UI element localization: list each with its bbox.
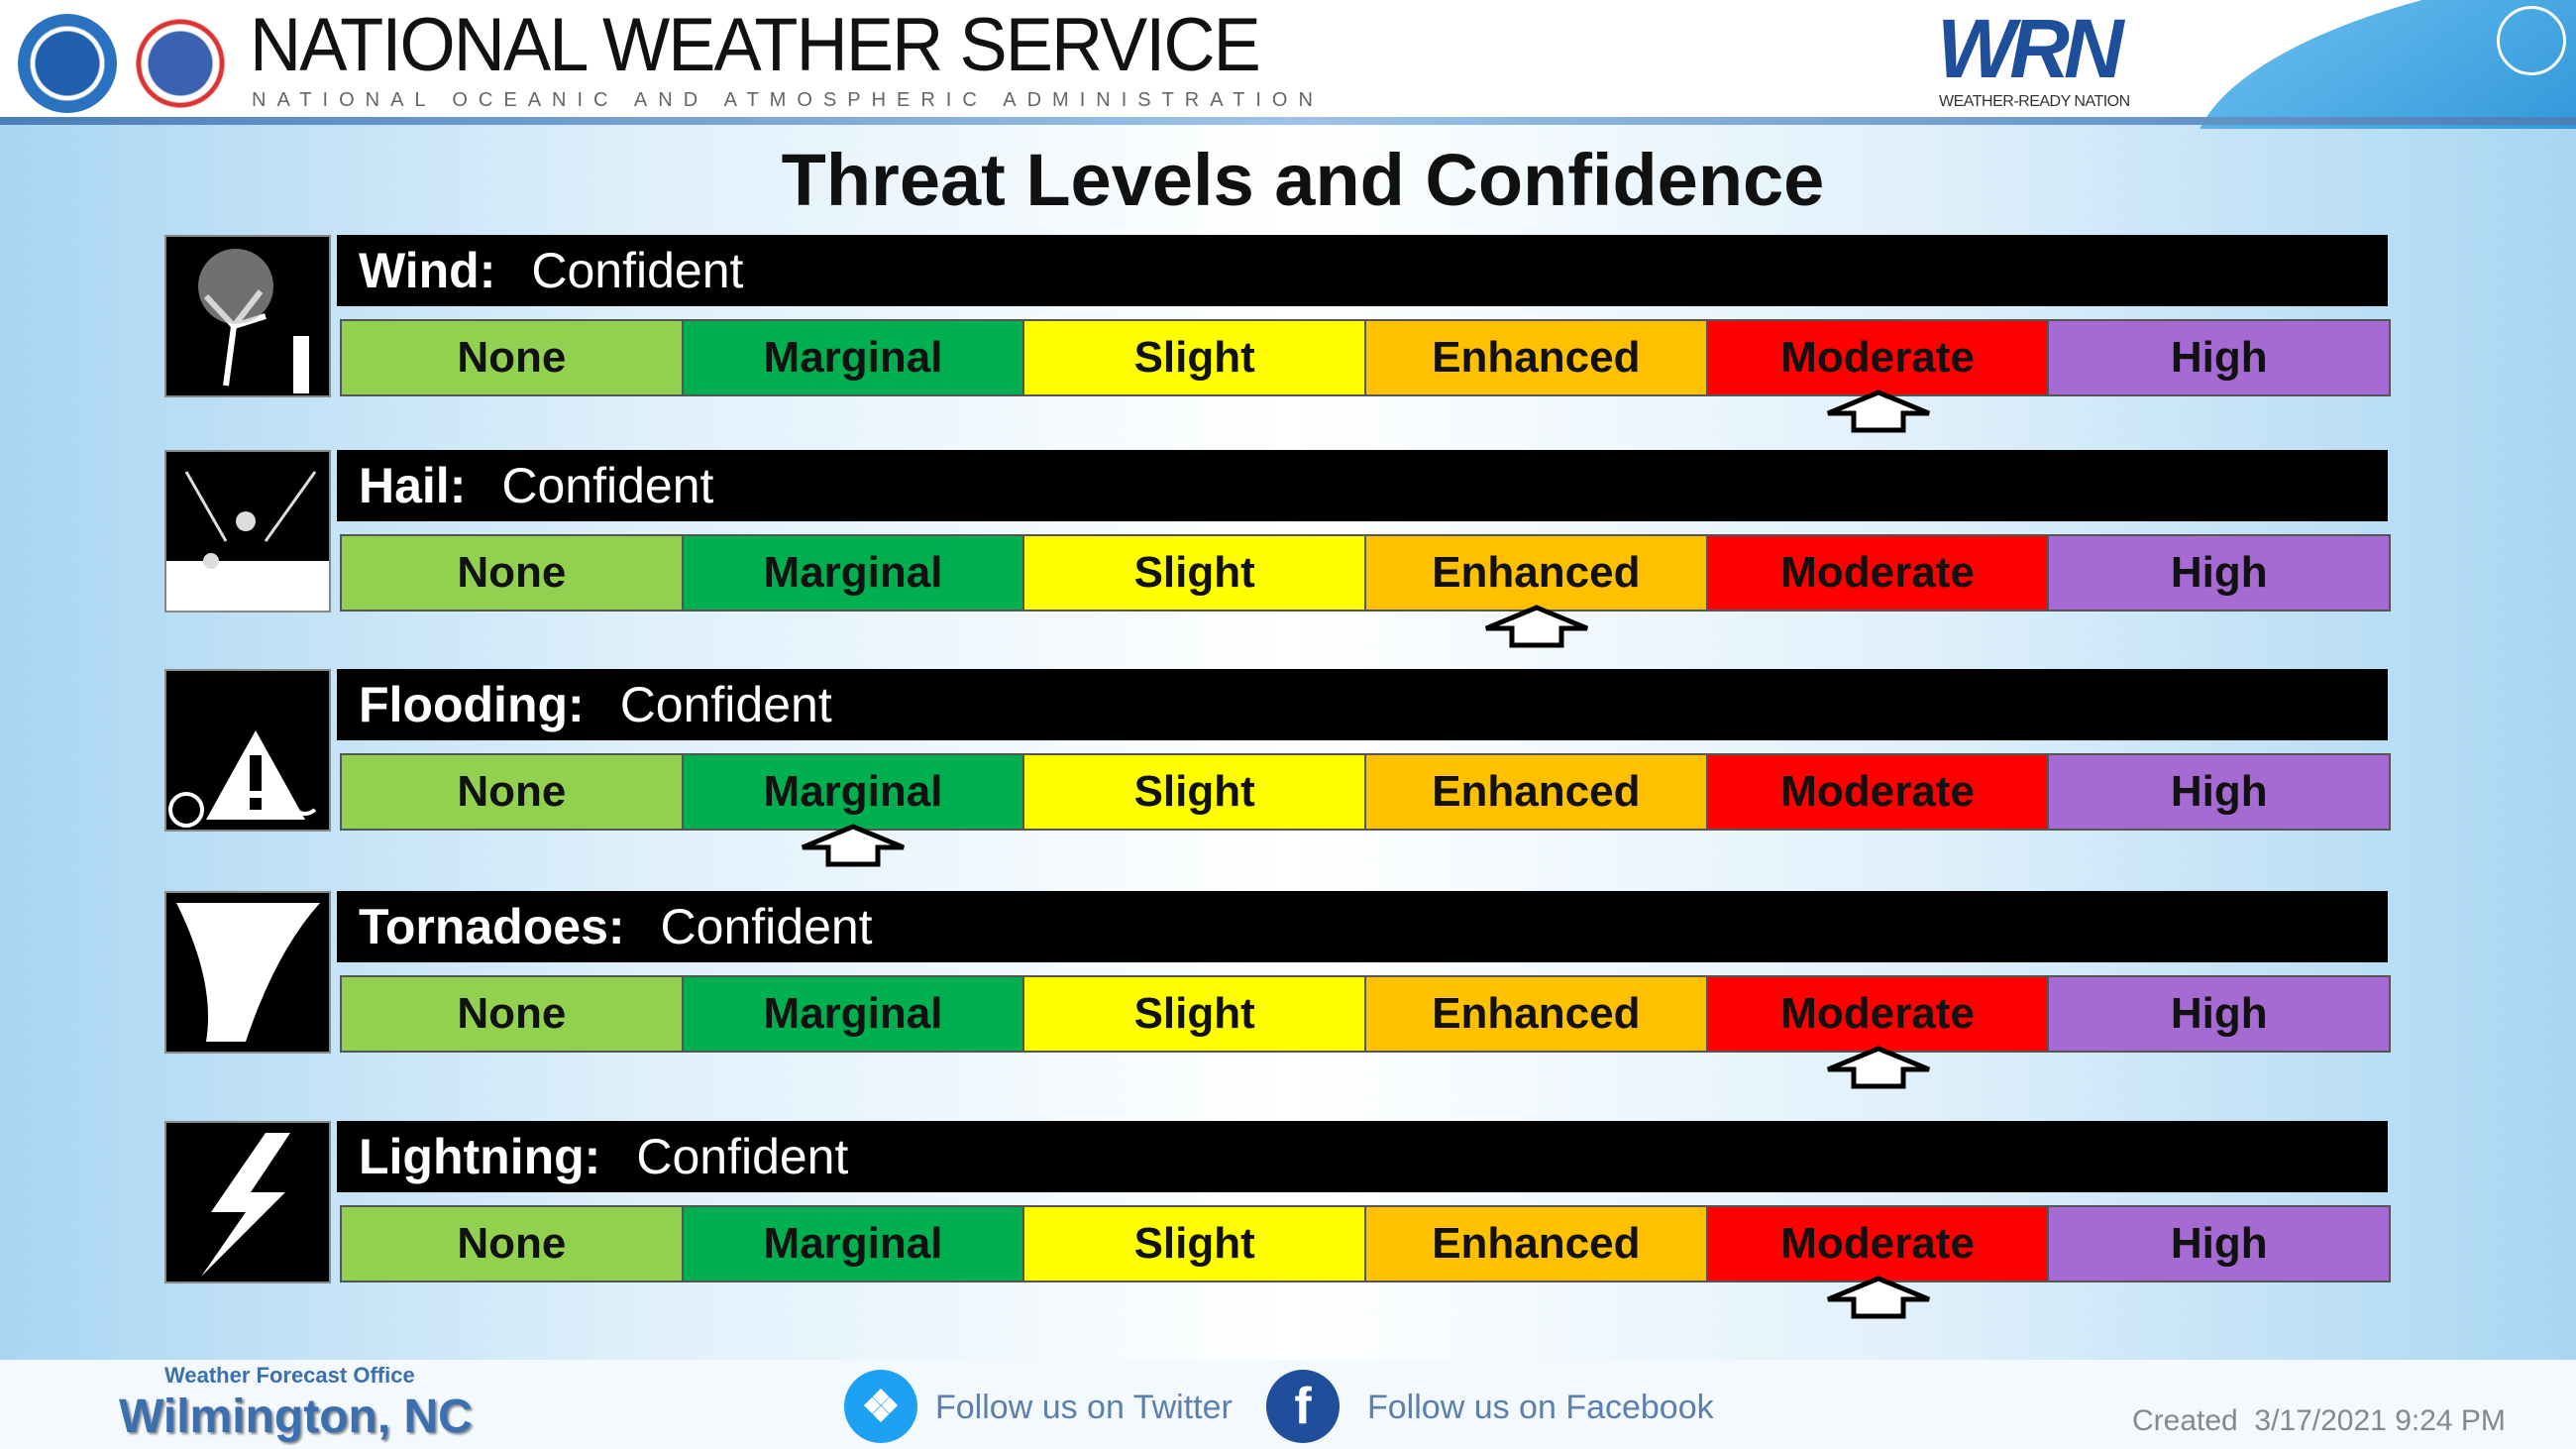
level-none: None	[342, 321, 684, 394]
level-moderate: Moderate	[1707, 1207, 2050, 1281]
level-none: None	[342, 755, 684, 829]
office-label: Weather Forecast Office	[164, 1363, 415, 1388]
threat-scale: None Marginal Slight Enhanced Moderate High	[340, 975, 2391, 1053]
level-indicator-arrow-icon	[801, 824, 905, 867]
facebook-link[interactable]: Follow us on Facebook	[1367, 1389, 1714, 1426]
threat-scale: None Marginal Slight Enhanced Moderate High	[340, 753, 2391, 831]
threat-scale: None Marginal Slight Enhanced Moderate High	[340, 534, 2391, 612]
level-high: High	[2049, 321, 2390, 394]
level-slight: Slight	[1024, 977, 1367, 1051]
footer: Weather Forecast Office Wilmington, NC ❖…	[0, 1360, 2576, 1449]
level-enhanced: Enhanced	[1366, 1207, 1708, 1281]
level-slight: Slight	[1024, 755, 1367, 829]
lightning-icon	[164, 1121, 331, 1283]
level-slight: Slight	[1024, 321, 1367, 394]
threat-scale: None Marginal Slight Enhanced Moderate High	[340, 319, 2391, 396]
facebook-icon[interactable]: f	[1266, 1370, 1340, 1443]
level-slight: Slight	[1024, 536, 1367, 610]
level-enhanced: Enhanced	[1366, 977, 1708, 1051]
wrn-logo-text: WRN	[1937, 2, 2124, 95]
level-enhanced: Enhanced	[1366, 321, 1708, 394]
level-none: None	[342, 977, 684, 1051]
header-divider	[0, 117, 2576, 125]
threat-name: Hail:	[359, 458, 467, 513]
threat-name: Lightning:	[359, 1129, 601, 1184]
level-high: High	[2049, 1207, 2390, 1281]
level-indicator-arrow-icon	[1826, 1046, 1930, 1089]
threat-name: Flooding:	[359, 677, 585, 732]
level-marginal: Marginal	[683, 321, 1025, 394]
level-indicator-arrow-icon	[1484, 605, 1588, 648]
created-timestamp: Created 3/17/2021 9:24 PM	[2132, 1404, 2506, 1437]
level-high: High	[2049, 977, 2390, 1051]
threat-name: Wind:	[359, 243, 496, 298]
tornado-icon	[164, 891, 331, 1054]
threat-header: Tornadoes: Confident	[337, 891, 2388, 962]
noaa-logo	[18, 14, 117, 113]
level-marginal: Marginal	[683, 536, 1025, 610]
level-slight: Slight	[1024, 1207, 1367, 1281]
threat-header: Hail: Confident	[337, 450, 2388, 521]
threat-scale: None Marginal Slight Enhanced Moderate High	[340, 1205, 2391, 1282]
twitter-icon[interactable]: ❖	[844, 1370, 917, 1443]
office-name: Wilmington, NC	[119, 1391, 473, 1443]
level-moderate: Moderate	[1707, 977, 2050, 1051]
level-moderate: Moderate	[1707, 536, 2050, 610]
threat-confidence: Confident	[660, 899, 873, 954]
threat-confidence: Confident	[636, 1129, 849, 1184]
threat-name: Tornadoes:	[359, 899, 625, 954]
level-enhanced: Enhanced	[1366, 536, 1708, 610]
agency-subtitle: NATIONAL OCEANIC AND ATMOSPHERIC ADMINIS…	[252, 89, 1324, 111]
threat-header: Wind: Confident	[337, 235, 2388, 306]
nws-logo	[131, 14, 230, 113]
level-moderate: Moderate	[1707, 321, 2050, 394]
wind-tree-icon	[164, 235, 331, 397]
threat-confidence: Confident	[531, 243, 744, 298]
threat-confidence: Confident	[619, 677, 832, 732]
twitter-link[interactable]: Follow us on Twitter	[935, 1389, 1233, 1426]
commerce-seal-icon	[2497, 6, 2566, 75]
flood-car-icon	[164, 669, 331, 832]
wrn-logo: WRN WEATHER-READY NATION	[1937, 2, 2195, 115]
agency-title: NATIONAL WEATHER SERVICE	[250, 3, 1261, 87]
level-none: None	[342, 536, 684, 610]
page-title: Threat Levels and Confidence	[781, 139, 1825, 221]
threat-confidence: Confident	[501, 458, 714, 513]
level-high: High	[2049, 536, 2390, 610]
level-indicator-arrow-icon	[1826, 1276, 1930, 1319]
wrn-tagline: WEATHER-READY NATION	[1939, 93, 2130, 110]
level-moderate: Moderate	[1707, 755, 2050, 829]
level-enhanced: Enhanced	[1366, 755, 1708, 829]
threat-header: Lightning: Confident	[337, 1121, 2388, 1192]
level-high: High	[2049, 755, 2390, 829]
level-marginal: Marginal	[683, 755, 1025, 829]
level-indicator-arrow-icon	[1826, 390, 1930, 433]
level-marginal: Marginal	[683, 977, 1025, 1051]
level-marginal: Marginal	[683, 1207, 1025, 1281]
level-none: None	[342, 1207, 684, 1281]
hail-icon	[164, 450, 331, 613]
header: NATIONAL WEATHER SERVICE NATIONAL OCEANI…	[0, 0, 2576, 129]
threat-header: Flooding: Confident	[337, 669, 2388, 740]
